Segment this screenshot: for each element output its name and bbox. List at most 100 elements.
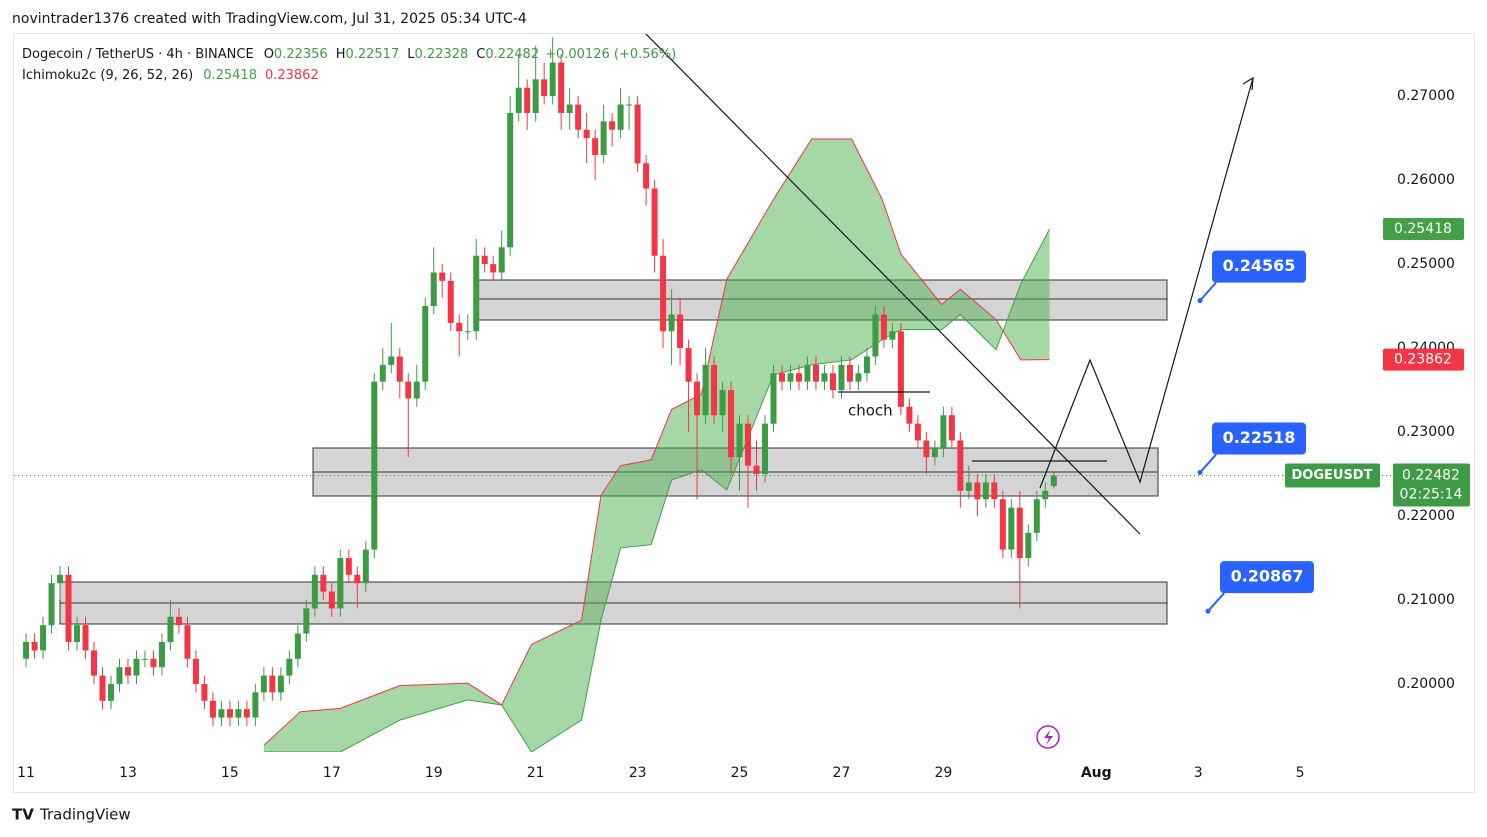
candle-body: [906, 406, 913, 424]
candle-body: [948, 415, 955, 441]
ohlc-label: O: [264, 47, 274, 62]
candle-body: [481, 255, 488, 265]
candle-body: [124, 667, 131, 676]
candle-body: [778, 373, 785, 382]
candle-body: [728, 390, 735, 458]
candle-body: [141, 658, 148, 660]
indicator-name: Ichimoku2c (9, 26, 52, 26): [22, 68, 193, 83]
ohlc-label: H: [336, 47, 346, 62]
candle-body: [558, 62, 565, 113]
candle-body: [430, 272, 437, 307]
candle-body: [923, 440, 930, 458]
alert-bolt: [1044, 730, 1053, 745]
candle-body: [379, 364, 386, 382]
x-tick-label: 5: [1296, 765, 1305, 781]
candle-body: [1025, 532, 1032, 559]
candle-body: [1042, 490, 1049, 500]
candle-body: [804, 364, 811, 382]
last-price-tag: [1393, 463, 1470, 507]
y-tick-label: 0.22000: [1397, 508, 1455, 524]
candle-body: [889, 331, 896, 340]
symbol: Dogecoin / TetherUS · 4h · BINANCE: [22, 47, 254, 62]
last-price-label: 0.22482: [1402, 468, 1460, 484]
candle-body: [133, 658, 140, 676]
candle-body: [218, 709, 225, 718]
candle-body: [770, 373, 777, 424]
footer-brand: TradingView: [39, 806, 131, 824]
candle-body: [651, 188, 658, 256]
indicator-tag: [1383, 348, 1464, 371]
candle-body: [192, 658, 199, 684]
ohlc-label: L: [407, 47, 415, 62]
ohlc-value: 0.22328: [414, 47, 468, 62]
x-tick-label: 29: [934, 765, 952, 781]
arrow-head: [1242, 76, 1254, 91]
indicator-tag-label: 0.25418: [1394, 221, 1452, 237]
candle-body: [541, 79, 548, 97]
callout-dot: [1197, 470, 1203, 476]
candle-body: [388, 356, 395, 365]
candle-body: [677, 314, 684, 349]
candle-body: [243, 709, 250, 718]
candle-body: [328, 591, 335, 609]
candle-body: [48, 583, 55, 626]
candle-body: [660, 255, 667, 332]
candle-body: [914, 423, 921, 441]
candle-body: [498, 247, 505, 273]
candle-body: [371, 381, 378, 550]
candle-body: [345, 558, 352, 575]
candle-body: [184, 625, 191, 659]
ichimoku-span-b: [263, 138, 1050, 746]
candle-body: [668, 314, 675, 332]
candle-body: [269, 675, 276, 693]
x-tick-label: 27: [833, 765, 851, 781]
candle-body: [643, 163, 650, 189]
candle-body: [719, 390, 726, 416]
callout-box: [1212, 422, 1306, 455]
callout-dot: [1205, 608, 1211, 614]
x-tick-label: 21: [527, 765, 545, 781]
candle-body: [872, 314, 879, 357]
author-line: novintrader1376 created with TradingView…: [12, 11, 527, 27]
candle-body: [107, 683, 114, 701]
candle-body: [787, 373, 794, 382]
x-tick-label: Aug: [1081, 765, 1112, 781]
candle-body: [711, 364, 718, 416]
x-tick-label: 15: [221, 765, 239, 781]
indicator-value: 0.25418: [203, 68, 257, 83]
callout-pointer: [1199, 453, 1217, 474]
candle-body: [940, 415, 947, 449]
alert-icon[interactable]: [1036, 725, 1060, 749]
candle-body: [549, 62, 556, 97]
callout-box: [1212, 250, 1306, 283]
footer-logo: TV: [12, 806, 34, 824]
candle-body: [829, 373, 836, 391]
callout-pointer: [1199, 281, 1217, 302]
candle-body: [396, 356, 403, 382]
candle-body: [583, 129, 590, 139]
candle-body: [422, 306, 429, 382]
change: +0.00126 (+0.56%): [545, 47, 676, 62]
candle-body: [337, 558, 344, 609]
candle-body: [362, 549, 369, 584]
candle-body: [974, 482, 981, 500]
indicator-tag: [1383, 217, 1464, 240]
symbol-tag: [1285, 463, 1380, 488]
candle-body: [354, 574, 361, 584]
indicator-legend: Ichimoku2c (9, 26, 52, 26) 0.25418 0.23862: [22, 68, 319, 83]
ichimoku-span-a: [263, 228, 1050, 752]
candle-body: [235, 709, 242, 718]
x-tick-label: 23: [629, 765, 647, 781]
candle-body: [532, 79, 539, 113]
candle-body: [634, 104, 641, 164]
chart-frame: [13, 33, 1475, 793]
candle-body: [413, 381, 420, 399]
candle-body: [880, 314, 887, 340]
candle-body: [167, 616, 174, 642]
candle-body: [57, 574, 64, 584]
candle-body: [855, 373, 862, 382]
x-tick-label: 3: [1194, 765, 1203, 781]
trend-line: [645, 34, 1141, 535]
candle-body: [762, 423, 769, 475]
